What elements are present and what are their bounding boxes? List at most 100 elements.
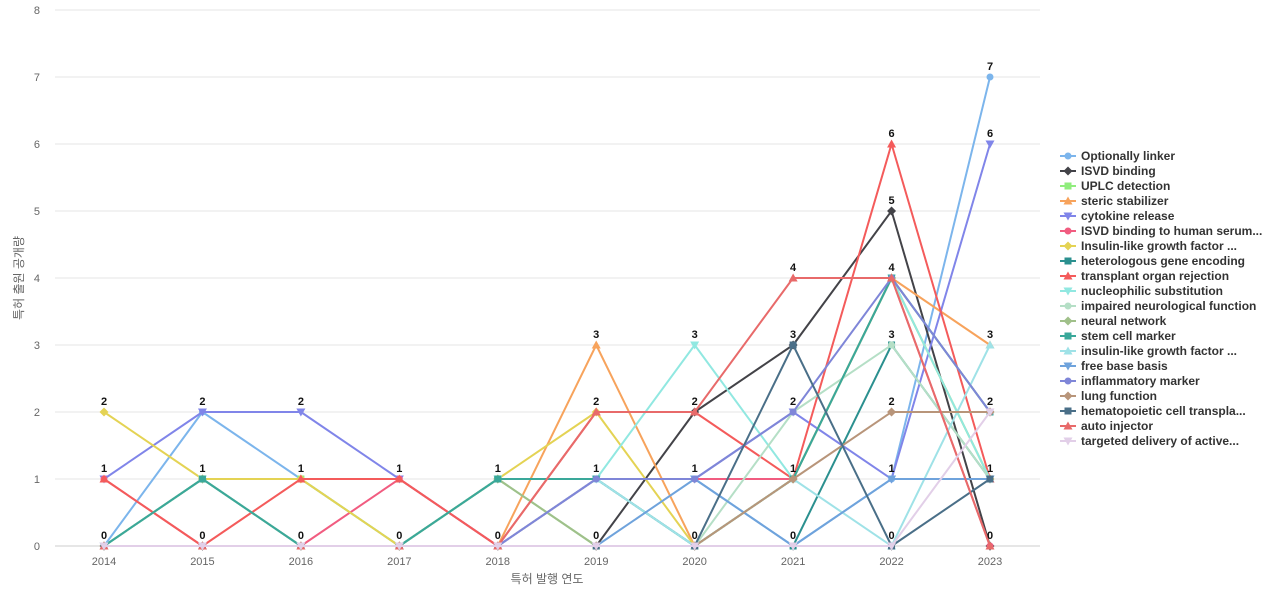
legend-label: hematopoietic cell transpla... bbox=[1081, 404, 1246, 418]
y-axis-title: 특허 출원 공개량 bbox=[12, 236, 26, 320]
legend-marker bbox=[1063, 316, 1073, 326]
legend-item[interactable]: heterologous gene encoding bbox=[1060, 254, 1245, 268]
data-label: 1 bbox=[298, 463, 304, 475]
data-point[interactable] bbox=[296, 474, 306, 483]
legend-item[interactable]: nucleophilic substitution bbox=[1060, 284, 1223, 298]
legend-item[interactable]: impaired neurological function bbox=[1060, 299, 1256, 313]
legend-item[interactable]: auto injector bbox=[1060, 419, 1153, 433]
y-tick-label: 7 bbox=[34, 72, 40, 84]
data-point[interactable] bbox=[986, 475, 994, 483]
data-labels: 2 1 0 2 1 0 2 1 0 1 0 1 0 3 2 1 0 3 2 1 0 4 3 2 1 0 6 5 4 3 2 1 0 7 6 3 2 1 0 bbox=[101, 61, 993, 542]
legend-item[interactable]: stem cell marker bbox=[1060, 329, 1176, 343]
data-point[interactable] bbox=[296, 542, 306, 551]
legend-item[interactable]: ISVD binding bbox=[1060, 164, 1156, 178]
legend-item[interactable]: free base basis bbox=[1060, 359, 1168, 373]
x-tick-label: 2019 bbox=[584, 556, 608, 568]
data-label: 4 bbox=[790, 262, 797, 274]
data-point[interactable] bbox=[985, 408, 995, 417]
data-point[interactable] bbox=[789, 408, 797, 416]
data-point[interactable] bbox=[591, 340, 601, 349]
data-point[interactable] bbox=[985, 340, 995, 349]
legend-label: heterologous gene encoding bbox=[1081, 254, 1245, 268]
data-label: 2 bbox=[790, 396, 796, 408]
data-point[interactable] bbox=[99, 542, 109, 551]
series-line[interactable] bbox=[104, 411, 991, 547]
legend-marker bbox=[1064, 302, 1072, 310]
legend-item[interactable]: steric stabilizer bbox=[1060, 194, 1169, 208]
data-label: 6 bbox=[987, 128, 993, 140]
data-point[interactable] bbox=[296, 408, 306, 417]
data-point[interactable] bbox=[887, 407, 897, 417]
data-label: 0 bbox=[396, 530, 402, 542]
data-point[interactable] bbox=[887, 542, 897, 551]
legend-item[interactable]: transplant organ rejection bbox=[1060, 269, 1229, 283]
legend-marker bbox=[1063, 271, 1073, 280]
data-label: 1 bbox=[888, 463, 894, 475]
data-point[interactable] bbox=[888, 341, 896, 349]
data-point[interactable] bbox=[394, 474, 404, 483]
data-point[interactable] bbox=[493, 542, 503, 551]
legend-item[interactable]: Insulin-like growth factor ... bbox=[1060, 239, 1237, 253]
legend-label: UPLC detection bbox=[1081, 179, 1170, 193]
data-label: 1 bbox=[396, 463, 402, 475]
legend-item[interactable]: neural network bbox=[1060, 314, 1167, 328]
data-point[interactable] bbox=[494, 475, 502, 483]
data-point[interactable] bbox=[986, 73, 994, 81]
legend-marker bbox=[1064, 407, 1072, 415]
data-point[interactable] bbox=[591, 407, 601, 416]
data-point[interactable] bbox=[99, 474, 109, 483]
legend-label: steric stabilizer bbox=[1081, 194, 1169, 208]
data-point[interactable] bbox=[197, 408, 207, 417]
legend-item[interactable]: lung function bbox=[1060, 389, 1157, 403]
data-label: 1 bbox=[790, 463, 796, 475]
legend-item[interactable]: cytokine release bbox=[1060, 209, 1175, 223]
data-point[interactable] bbox=[985, 140, 995, 149]
data-point[interactable] bbox=[788, 474, 798, 484]
data-point[interactable] bbox=[690, 407, 700, 416]
data-point[interactable] bbox=[394, 542, 404, 551]
data-point[interactable] bbox=[788, 273, 798, 282]
data-point[interactable] bbox=[592, 475, 600, 483]
data-point[interactable] bbox=[591, 542, 601, 551]
data-point[interactable] bbox=[99, 407, 109, 417]
legend-label: neural network bbox=[1081, 314, 1167, 328]
legend-item[interactable]: Optionally linker bbox=[1060, 149, 1175, 163]
x-tick-label: 2018 bbox=[486, 556, 510, 568]
y-tick-label: 2 bbox=[34, 407, 40, 419]
y-tick-label: 5 bbox=[34, 206, 40, 218]
legend-label: ISVD binding bbox=[1081, 164, 1156, 178]
y-tick-label: 6 bbox=[34, 139, 40, 151]
legend-item[interactable]: insulin-like growth factor ... bbox=[1060, 344, 1237, 358]
legend-label: impaired neurological function bbox=[1081, 299, 1256, 313]
data-point[interactable] bbox=[197, 542, 207, 551]
data-point[interactable] bbox=[691, 475, 699, 483]
data-label: 0 bbox=[101, 530, 107, 542]
data-label: 1 bbox=[495, 463, 501, 475]
legend-item[interactable]: UPLC detection bbox=[1060, 179, 1170, 193]
legend-marker bbox=[1063, 421, 1073, 430]
data-point[interactable] bbox=[690, 341, 700, 350]
data-point[interactable] bbox=[985, 541, 995, 550]
legend-item[interactable]: targeted delivery of active... bbox=[1060, 434, 1239, 448]
data-point[interactable] bbox=[887, 475, 897, 484]
data-point[interactable] bbox=[789, 341, 797, 349]
data-label: 2 bbox=[692, 396, 698, 408]
data-label: 3 bbox=[987, 329, 993, 341]
data-point[interactable] bbox=[887, 139, 897, 148]
legend-item[interactable]: inflammatory marker bbox=[1060, 374, 1200, 388]
data-point[interactable] bbox=[887, 273, 897, 282]
data-point[interactable] bbox=[198, 475, 206, 483]
x-tick-label: 2021 bbox=[781, 556, 805, 568]
legend-marker bbox=[1063, 241, 1073, 251]
data-point[interactable] bbox=[690, 542, 700, 551]
x-tick-label: 2016 bbox=[289, 556, 313, 568]
data-point[interactable] bbox=[788, 542, 798, 551]
data-label: 1 bbox=[987, 463, 993, 475]
data-label: 0 bbox=[987, 530, 993, 542]
series-20 bbox=[99, 408, 995, 551]
legend-item[interactable]: ISVD binding to human serum... bbox=[1060, 224, 1262, 238]
data-point[interactable] bbox=[887, 206, 897, 216]
legend-item[interactable]: hematopoietic cell transpla... bbox=[1060, 404, 1246, 418]
x-tick-label: 2014 bbox=[92, 556, 116, 568]
